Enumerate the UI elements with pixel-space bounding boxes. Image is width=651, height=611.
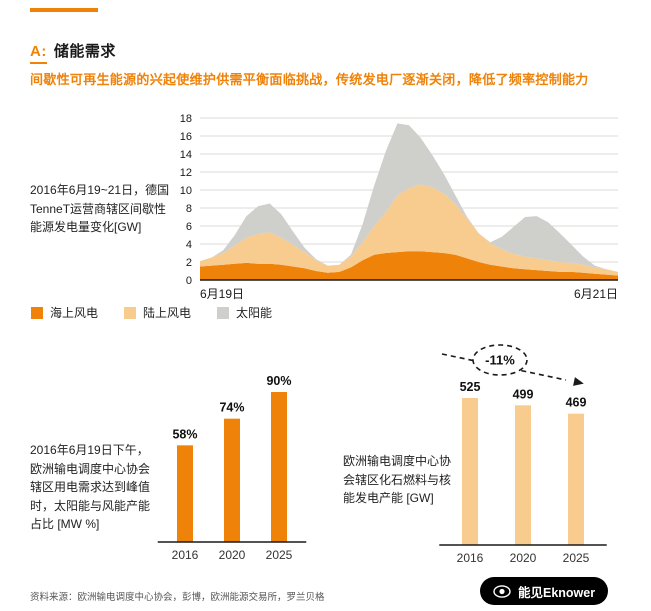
svg-text:58%: 58% — [172, 427, 197, 441]
svg-text:16: 16 — [180, 131, 192, 143]
onshore-wind-swatch — [124, 306, 137, 319]
offshore-wind-label: 海上风电 — [50, 306, 99, 320]
publisher-badge-label: 能见Eknower — [518, 585, 596, 600]
generation-area-chart: 0 2 4 6 8 10 12 14 16 18 6月19日 6月21日 — [180, 113, 618, 301]
legend: 海上风电 陆上风电 太阳能 — [31, 304, 272, 321]
fossil-capacity-bar-chart: 525 2016 499 2020 469 2025 -11% — [439, 344, 607, 565]
top-accent-bar — [30, 8, 98, 12]
svg-text:4: 4 — [186, 239, 192, 251]
svg-text:499: 499 — [513, 387, 534, 401]
svg-text:2025: 2025 — [563, 551, 590, 565]
svg-text:-11%: -11% — [485, 353, 515, 368]
svg-text:2020: 2020 — [219, 548, 246, 562]
section-title: 储能需求 — [53, 43, 116, 60]
section-letter: A: — [30, 43, 47, 64]
subtitle: 间歇性可再生能源的兴起使维护供需平衡面临挑战，传统发电厂逐渐关闭，降低了频率控制… — [30, 72, 589, 87]
renewable-share-caption: 2016年6月19日下午，欧洲输电调度中心协会辖区用电需求达到峰值时，太阳能与风… — [30, 443, 151, 532]
svg-text:2025: 2025 — [266, 548, 293, 562]
decline-annotation: -11% — [441, 344, 584, 386]
legend-item-solar: 太阳能 — [217, 304, 272, 321]
fossil-capacity-caption: 欧洲输电调度中心协会辖区化石燃料与核能发电产能 [GW] — [343, 454, 452, 506]
svg-text:2016: 2016 — [457, 551, 484, 565]
svg-text:2: 2 — [186, 257, 192, 269]
svg-text:14: 14 — [180, 149, 192, 161]
svg-text:8: 8 — [186, 203, 192, 215]
svg-text:6: 6 — [186, 221, 192, 233]
publisher-badge: 能见Eknower — [480, 577, 609, 605]
svg-text:18: 18 — [180, 113, 192, 125]
area-chart-caption: 2016年6月19~21日，德国TenneT运营商辖区间歇性能源发电量变化[GW… — [30, 183, 170, 235]
svg-text:525: 525 — [460, 380, 481, 394]
solar-label: 太阳能 — [236, 306, 273, 320]
legend-item-offshore-wind: 海上风电 — [31, 304, 98, 321]
offshore-wind-swatch — [31, 306, 43, 319]
legend-item-onshore-wind: 陆上风电 — [124, 304, 191, 321]
svg-text:2020: 2020 — [510, 551, 537, 565]
onshore-wind-label: 陆上风电 — [143, 306, 192, 320]
svg-text:6月19日: 6月19日 — [200, 287, 244, 301]
svg-text:74%: 74% — [219, 401, 244, 415]
solar-swatch — [217, 306, 230, 319]
svg-text:2016: 2016 — [172, 548, 199, 562]
source-note: 资料来源：欧洲输电调度中心协会，彭博，欧洲能源交易所，罗兰贝格 — [30, 592, 325, 603]
page-title: A: 储能需求 — [30, 40, 116, 64]
eye-icon — [493, 584, 511, 598]
renewable-share-bar-chart: 58% 2016 74% 2020 90% 2025 — [157, 375, 307, 562]
svg-text:90%: 90% — [266, 375, 291, 388]
svg-text:469: 469 — [566, 396, 587, 410]
svg-text:10: 10 — [180, 185, 192, 197]
svg-text:0: 0 — [186, 275, 192, 287]
svg-text:6月21日: 6月21日 — [574, 287, 618, 301]
svg-text:12: 12 — [180, 167, 192, 179]
